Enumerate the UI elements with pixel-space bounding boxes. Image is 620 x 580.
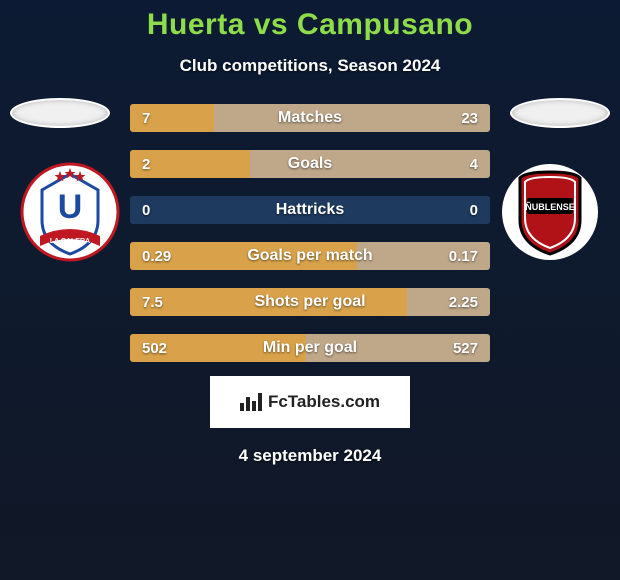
comparison-card: Huerta vs Campusano Club competitions, S… — [0, 0, 620, 580]
watermark-text: FcTables.com — [268, 392, 380, 412]
stat-row: Min per goal502527 — [130, 334, 490, 362]
watermark: FcTables.com — [210, 376, 410, 428]
bar-left-fill — [130, 150, 250, 178]
stat-row: Shots per goal7.52.25 — [130, 288, 490, 316]
bar-track — [130, 196, 490, 224]
bar-left-fill — [130, 104, 214, 132]
bar-chart-icon — [240, 393, 262, 411]
bar-left-fill — [130, 242, 357, 270]
bar-right-fill — [214, 104, 490, 132]
bar-right-fill — [407, 288, 490, 316]
svg-text:U: U — [58, 188, 83, 226]
content-area: U LA CALERA ÑUBLENSE Matches723 Goals24 Ha… — [0, 104, 620, 364]
team-crest-left: U LA CALERA — [20, 162, 120, 262]
bar-right-fill — [306, 334, 490, 362]
player-left-photo-placeholder — [10, 98, 110, 128]
svg-text:LA CALERA: LA CALERA — [50, 238, 90, 245]
date-text: 4 september 2024 — [0, 446, 620, 466]
stat-row: Goals per match0.290.17 — [130, 242, 490, 270]
player-right-photo-placeholder — [510, 98, 610, 128]
team-crest-right: ÑUBLENSE — [500, 162, 600, 262]
bar-left-fill — [130, 334, 306, 362]
stat-row: Matches723 — [130, 104, 490, 132]
stat-row: Goals24 — [130, 150, 490, 178]
nublense-crest-icon: ÑUBLENSE — [500, 162, 600, 262]
bar-right-fill — [357, 242, 490, 270]
svg-text:ÑUBLENSE: ÑUBLENSE — [525, 202, 575, 212]
bar-right-fill — [250, 150, 490, 178]
bar-left-fill — [130, 288, 407, 316]
la-calera-crest-icon: U LA CALERA — [20, 162, 120, 262]
stat-row: Hattricks00 — [130, 196, 490, 224]
page-title: Huerta vs Campusano — [0, 0, 620, 42]
stat-bars: Matches723 Goals24 Hattricks00 Goals per ma… — [130, 104, 490, 380]
subtitle: Club competitions, Season 2024 — [0, 56, 620, 76]
